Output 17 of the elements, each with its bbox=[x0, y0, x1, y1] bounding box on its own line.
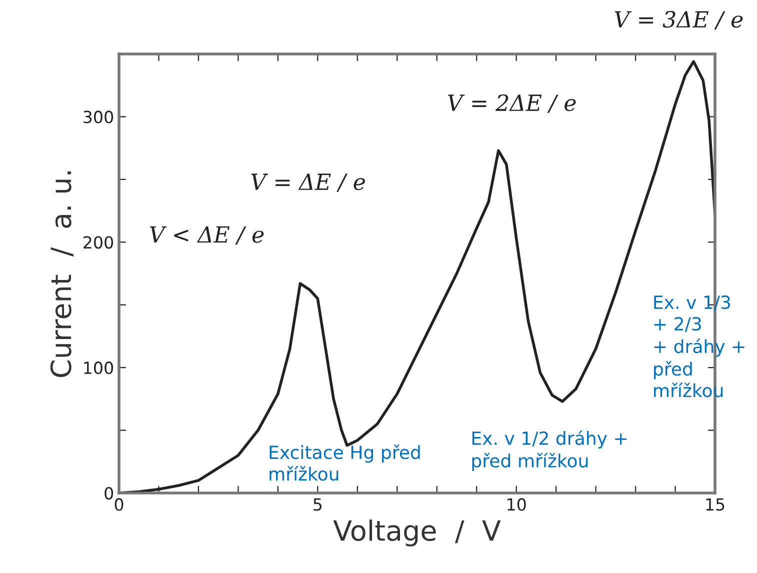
x-axis-title: Voltage / V bbox=[333, 520, 501, 546]
annotation: V = 2ΔE / e bbox=[448, 94, 576, 113]
annotation: V = ΔE / e bbox=[251, 174, 365, 192]
x-tick-label: 15 bbox=[706, 498, 724, 511]
y-tick-label: 0 bbox=[104, 486, 114, 500]
annotation: Excitace Hg před mřížkou bbox=[270, 444, 420, 481]
x-tick-label: 0 bbox=[114, 498, 124, 511]
y-tick-label: 300 bbox=[84, 110, 114, 124]
y-tick-label: 100 bbox=[84, 362, 114, 374]
y-tick-label: 200 bbox=[84, 236, 114, 249]
annotation: Ex. v 1/2 dráhy + před mřížkou bbox=[472, 430, 626, 472]
annotation: V < ΔE / e bbox=[150, 226, 264, 245]
y-axis-title: Current / a. u. bbox=[50, 171, 74, 377]
text: V = 3ΔE / e bbox=[614, 10, 743, 30]
x-tick-label: 10 bbox=[508, 498, 526, 511]
x-tick-label: 5 bbox=[314, 498, 322, 511]
annotation: Ex. v 1/3 + 2/3 + dráhy + před mřížkou bbox=[654, 295, 744, 398]
